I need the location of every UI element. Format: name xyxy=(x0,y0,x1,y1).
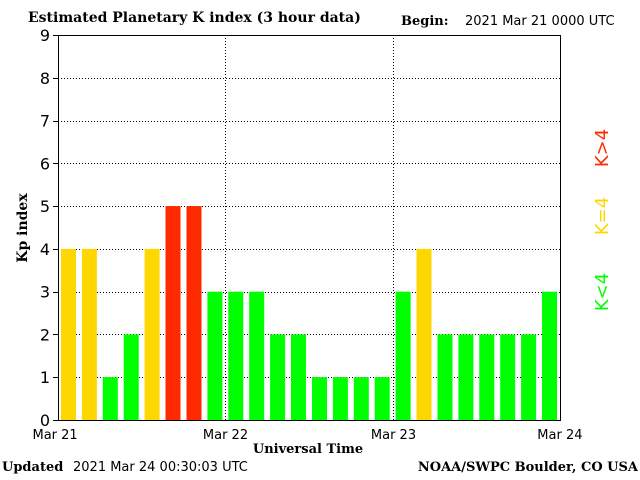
y-axis-ticks: 0 1 2 3 4 5 6 7 8 9 xyxy=(40,26,58,430)
x-tick-label: Mar 22 xyxy=(203,428,248,443)
kp-bars xyxy=(61,206,557,420)
y-tick-label: 5 xyxy=(40,197,50,216)
kp-bar xyxy=(165,206,181,420)
chart-grid xyxy=(58,35,560,420)
y-tick-label: 4 xyxy=(40,240,50,259)
y-tick-label: 6 xyxy=(40,154,50,173)
x-tick-label: Mar 23 xyxy=(371,428,416,443)
x-axis-label: Universal Time xyxy=(253,442,363,457)
kp-bar xyxy=(123,334,139,420)
legend: K>4 K=4 K<4 xyxy=(592,129,613,311)
legend-high-label: K>4 xyxy=(592,129,613,167)
kp-bar xyxy=(353,377,369,420)
y-tick-label: 7 xyxy=(40,112,50,131)
y-tick-label: 1 xyxy=(40,368,50,387)
y-tick-label: 0 xyxy=(40,411,50,430)
x-tick-label: Mar 24 xyxy=(537,428,582,443)
kp-bar xyxy=(479,334,495,420)
kp-bar xyxy=(312,377,327,420)
kp-bar xyxy=(61,248,76,420)
kp-bar xyxy=(207,291,223,420)
kp-bar xyxy=(437,334,453,420)
kp-bar xyxy=(521,334,537,420)
kp-bar xyxy=(542,291,557,420)
kp-bar xyxy=(228,291,244,420)
y-tick-label: 8 xyxy=(40,69,50,88)
legend-mid-label: K=4 xyxy=(592,197,613,235)
begin-label: Begin: xyxy=(401,14,449,29)
legend-low-label: K<4 xyxy=(592,273,613,311)
kp-bar xyxy=(102,377,118,420)
kp-bar xyxy=(186,206,202,420)
chart-title: Estimated Planetary K index (3 hour data… xyxy=(28,10,361,26)
updated-value: 2021 Mar 24 00:30:03 UTC xyxy=(73,460,248,475)
y-axis-label: Kp index xyxy=(15,193,31,263)
updated-label: Updated xyxy=(2,460,64,475)
kp-bar xyxy=(458,334,474,420)
plot-frame xyxy=(58,35,561,421)
kp-bar xyxy=(332,377,348,420)
kp-bar xyxy=(374,377,390,420)
y-tick-label: 3 xyxy=(40,283,50,302)
y-tick-label: 2 xyxy=(40,325,50,344)
kp-bar xyxy=(291,334,306,420)
begin-value: 2021 Mar 21 0000 UTC xyxy=(465,14,615,29)
kp-bar xyxy=(81,248,97,420)
y-tick-label: 9 xyxy=(40,26,50,45)
source-credit: NOAA/SWPC Boulder, CO USA xyxy=(417,460,638,475)
kp-bar xyxy=(144,248,160,420)
kp-bar xyxy=(270,334,286,420)
x-axis-ticks: Mar 21 Mar 22 Mar 23 Mar 24 xyxy=(33,428,583,443)
kp-bar xyxy=(416,248,432,420)
kp-bar xyxy=(395,291,411,420)
x-tick-label: Mar 21 xyxy=(33,428,78,443)
kp-bar xyxy=(500,334,516,420)
kp-bar xyxy=(249,291,265,420)
